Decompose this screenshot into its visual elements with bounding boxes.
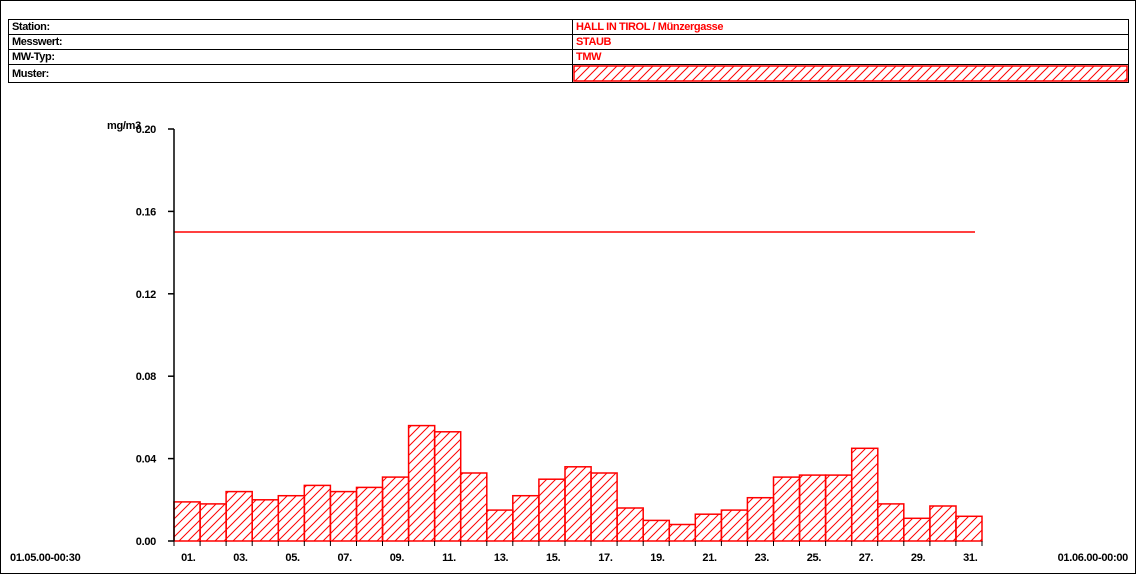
bar-day-23 xyxy=(746,496,775,542)
y-tick-label-0.04: 0.04 xyxy=(136,454,157,466)
x-tick-label-27: 27. xyxy=(859,552,874,564)
bar-day-06 xyxy=(303,484,332,542)
bars-group xyxy=(173,424,983,542)
bar-day-08 xyxy=(355,486,384,542)
bar-day-11 xyxy=(433,431,462,542)
x-tick-label-25: 25. xyxy=(807,552,822,564)
x-ticks-group: 01. 03. 05. 07. 09. 11. 13. 15. 17. 19. 21. 23. 25. 2… xyxy=(173,541,983,564)
bar-day-21 xyxy=(694,513,723,542)
x-tick-label-03: 03. xyxy=(233,552,248,564)
x-tick-label-31: 31. xyxy=(963,552,978,564)
messwert-row: Messwert: STAUB xyxy=(8,34,1129,50)
x-start-label: 01.05.00-00:30 xyxy=(10,552,81,564)
x-tick-label-07: 07. xyxy=(337,552,352,564)
bar-day-05 xyxy=(277,494,306,542)
bar-day-16 xyxy=(564,466,592,542)
bar-day-10 xyxy=(407,424,436,542)
y-axis-label: mg/m3 xyxy=(107,120,141,132)
y-tick-label-0.20: 0.20 xyxy=(136,124,156,136)
muster-label: Muster: xyxy=(8,64,573,83)
bar-day-27 xyxy=(850,447,879,542)
x-tick-label-15: 15. xyxy=(546,552,561,564)
bar-day-13 xyxy=(486,509,514,542)
bar-day-31 xyxy=(955,515,983,542)
station-value: HALL IN TIROL / Münzergasse xyxy=(572,19,1129,35)
bar-day-18 xyxy=(616,507,644,542)
x-tick-label-29: 29. xyxy=(911,552,926,564)
x-tick-label-19: 19. xyxy=(650,552,665,564)
muster-row: Muster: xyxy=(8,64,1129,83)
bar-day-22 xyxy=(720,509,749,542)
x-tick-label-13: 13. xyxy=(494,552,509,564)
x-tick-label-11: 11. xyxy=(442,552,456,564)
x-tick-label-05: 05. xyxy=(285,552,300,564)
y-tick-label-0.08: 0.08 xyxy=(136,371,156,383)
mwtyp-row: MW-Typ: TMW xyxy=(8,49,1129,65)
muster-pattern-swatch xyxy=(572,64,1129,83)
info-table: Station: HALL IN TIROL / Münzergasse Mes… xyxy=(8,19,1129,83)
x-tick-label-09: 09. xyxy=(390,552,405,564)
x-tick-label-23: 23. xyxy=(755,552,770,564)
bar-day-20 xyxy=(668,523,697,542)
y-tick-label-0.16: 0.16 xyxy=(136,206,156,218)
bar-day-02 xyxy=(199,503,227,542)
y-tick-label-0.00: 0.00 xyxy=(136,536,156,548)
x-tick-label-21: 21. xyxy=(702,552,717,564)
bar-day-30 xyxy=(929,505,957,542)
bar-day-07 xyxy=(329,490,358,542)
bar-day-09 xyxy=(381,476,410,542)
bar-day-17 xyxy=(590,472,618,542)
y-tick-label-0.12: 0.12 xyxy=(136,289,156,301)
x-tick-label-17: 17. xyxy=(598,552,613,564)
x-end-label: 01.06.00-00:00 xyxy=(1058,552,1129,564)
bar-day-14 xyxy=(512,494,540,542)
bar-day-01 xyxy=(173,501,201,542)
x-tick-label-01: 01. xyxy=(181,552,196,564)
bar-day-25 xyxy=(798,474,827,542)
bar-day-04 xyxy=(251,499,280,542)
hatch-swatch xyxy=(573,65,1128,82)
bar-day-24 xyxy=(772,476,801,542)
bar-day-19 xyxy=(642,519,671,542)
bar-day-12 xyxy=(459,472,488,542)
bar-day-15 xyxy=(538,478,566,542)
bar-day-26 xyxy=(824,474,853,542)
y-ticks-group: 0.00 0.04 0.08 0.12 0.16 0.20 xyxy=(136,124,174,548)
bar-day-28 xyxy=(876,503,905,542)
bar-day-03 xyxy=(225,490,253,542)
bar-day-29 xyxy=(903,517,931,542)
